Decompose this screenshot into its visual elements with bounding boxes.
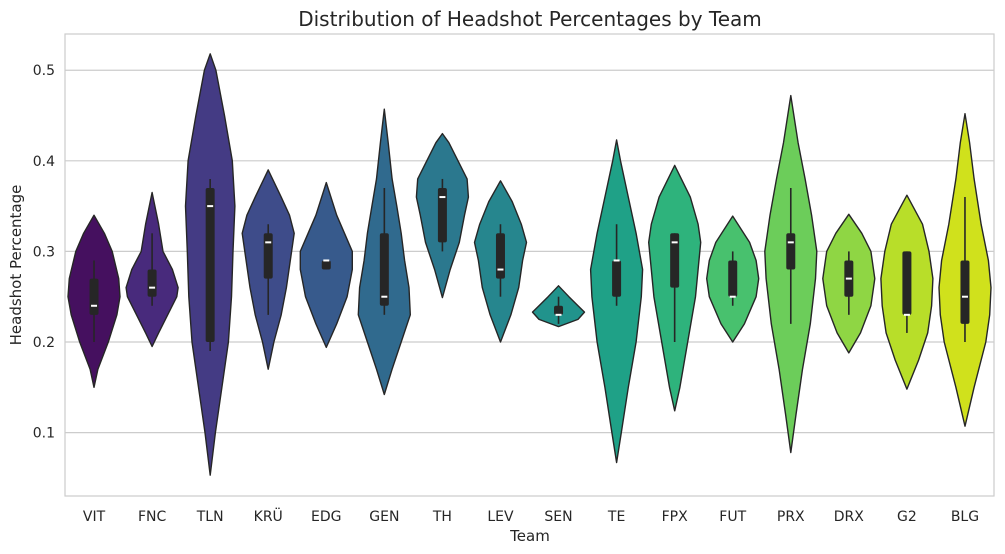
x-tick-label: LEV [487,509,514,525]
x-tick-label: VIT [83,509,106,525]
y-axis-label: Headshot Percentage [7,185,25,346]
y-tick-label: 0.3 [33,244,55,260]
y-tick-label: 0.1 [33,426,55,442]
iqr-box-fpx [670,233,680,288]
iqr-box-lev [495,233,505,279]
x-tick-label: DRX [834,509,865,525]
iqr-box-edg [321,260,331,270]
y-tick-label: 0.4 [33,154,55,170]
iqr-box-prx [786,233,796,270]
x-tick-label: FPX [662,509,688,525]
iqr-box-fnc [147,269,157,297]
x-tick-label: SEN [544,509,572,525]
iqr-box-gen [379,233,389,306]
x-tick-label: BLG [951,509,979,525]
x-axis-label: Team [509,527,550,545]
iqr-box-sen [554,305,564,315]
iqr-box-blg [960,260,970,324]
x-tick-label: FNC [138,509,167,525]
y-tick-label: 0.2 [33,335,55,351]
chart-title: Distribution of Headshot Percentages by … [298,7,762,31]
x-tick-label: G2 [897,509,917,525]
x-tick-label: TE [607,509,625,525]
x-tick-label: TH [432,509,452,525]
y-axis-ticks: 0.1 0.2 0.3 0.4 0.5 [33,63,55,441]
x-tick-label: GEN [369,509,399,525]
y-tick-label: 0.5 [33,63,55,79]
iqr-box-te [612,260,622,297]
x-tick-label: TLN [196,509,224,525]
plot-frame [64,33,995,497]
x-axis-ticks: VIT FNC TLN KRÜ EDG GEN TH LEV SEN TE FPX FUT PRX DRX… [83,507,979,525]
box-markers [89,178,970,352]
iqr-box-th [437,188,447,243]
iqr-box-g2 [902,251,912,315]
iqr-box-tln [205,188,215,342]
iqr-box-vit [89,278,99,315]
x-tick-label: PRX [777,509,805,525]
iqr-box-krü [263,233,273,279]
x-tick-label: KRÜ [254,507,283,525]
x-tick-label: EDG [311,509,341,525]
iqr-box-fut [728,260,738,297]
x-tick-label: FUT [719,509,746,525]
